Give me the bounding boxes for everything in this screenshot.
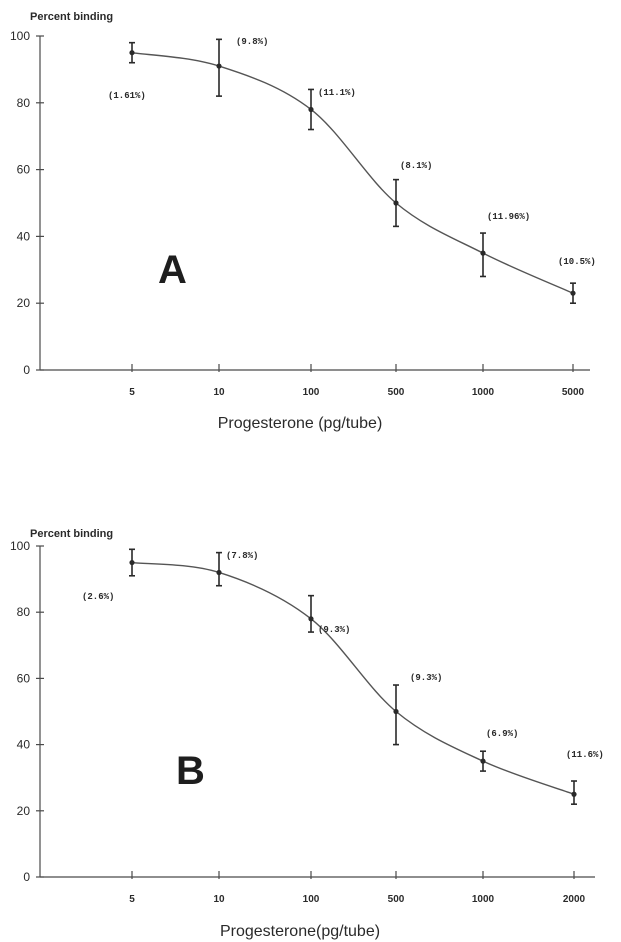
y-tick-label: 20 [17,296,31,310]
cv-label: (6.9%) [486,729,518,739]
cv-label: (7.8%) [226,551,258,561]
y-axis-label: Percent binding [30,11,113,23]
point-marker [216,63,222,69]
y-ticks: 0 20 40 60 80 100 [10,29,44,377]
cv-label: (8.1%) [400,161,432,171]
data-point: (9.3%) [393,673,442,746]
panel-b: Percent binding 0 20 40 60 80 100 5 10 100 500 10… [10,528,604,940]
data-points: (2.6%) (7.8%) (9.3%) (9.3%) (6.9%) (11.6%) [82,548,604,805]
data-point: (10.5%) [558,257,596,305]
point-marker [216,569,222,576]
panel-letter: B [176,749,205,793]
data-point: (1.61%) [108,41,146,101]
point-marker [480,250,486,256]
data-point: (9.3%) [308,594,350,635]
y-tick-label: 100 [10,539,30,553]
x-tick-label: 1000 [472,894,495,905]
cv-label: (11.96%) [487,212,530,222]
y-tick-label: 40 [17,738,31,752]
y-axis-label: Percent binding [30,528,113,540]
x-tick-label: 5000 [562,387,585,398]
fitted-curve [131,52,574,294]
point-marker [393,708,399,715]
y-tick-label: 80 [17,605,31,619]
cv-label: (9.8%) [236,37,268,47]
x-tick-label: 100 [303,387,320,398]
data-points: (1.61%) (9.8%) (11.1%) (8.1%) (11.96%) (10.5%… [108,37,596,305]
cv-label: (2.6%) [82,592,114,602]
x-tick-label: 500 [388,894,405,905]
cv-label: (10.5%) [558,257,596,267]
x-tick-label: 10 [213,894,225,905]
point-marker [129,50,135,56]
data-point: (7.8%) [216,551,258,587]
y-tick-label: 40 [17,229,31,243]
point-marker [308,616,314,622]
cv-label: (9.3%) [318,625,350,635]
y-tick-label: 0 [23,363,30,377]
point-marker [308,106,314,113]
y-tick-label: 60 [17,671,31,685]
cv-label: (11.6%) [566,750,604,760]
data-point: (11.6%) [566,750,604,805]
cv-label: (11.1%) [318,88,356,98]
data-point: (8.1%) [393,161,432,228]
panel-letter: A [158,248,187,292]
fitted-curve [131,561,575,795]
x-tick-label: 5 [129,387,135,398]
x-tick-label: 500 [388,387,405,398]
point-marker [571,791,577,797]
point-marker [393,200,399,206]
data-point: (6.9%) [480,729,518,772]
x-ticks: 5 10 100 500 1000 5000 [129,364,585,398]
y-ticks: 0 20 40 60 80 100 [10,539,44,884]
panel-a: Percent binding 0 20 40 60 80 100 5 10 100 500 10… [10,11,596,432]
x-tick-label: 100 [303,894,320,905]
data-point: (11.96%) [480,212,530,278]
data-point: (9.8%) [216,37,268,97]
cv-label: (1.61%) [108,91,146,101]
x-axis-label: Progesterone(pg/tube) [220,923,380,940]
cv-label: (9.3%) [410,673,442,683]
x-axis-label: Progesterone (pg/tube) [218,415,383,432]
y-tick-label: 60 [17,163,31,177]
y-tick-label: 20 [17,804,31,818]
point-marker [480,758,486,764]
y-tick-label: 100 [10,29,30,43]
data-point: (2.6%) [82,548,135,602]
x-tick-label: 2000 [563,894,586,905]
x-tick-label: 5 [129,894,135,905]
x-tick-label: 1000 [472,387,495,398]
y-tick-label: 80 [17,96,31,110]
x-tick-label: 10 [213,387,225,398]
y-tick-label: 0 [23,870,30,884]
point-marker [570,290,576,296]
point-marker [129,559,135,566]
x-ticks: 5 10 100 500 1000 2000 [129,871,586,905]
data-point: (11.1%) [308,88,356,131]
